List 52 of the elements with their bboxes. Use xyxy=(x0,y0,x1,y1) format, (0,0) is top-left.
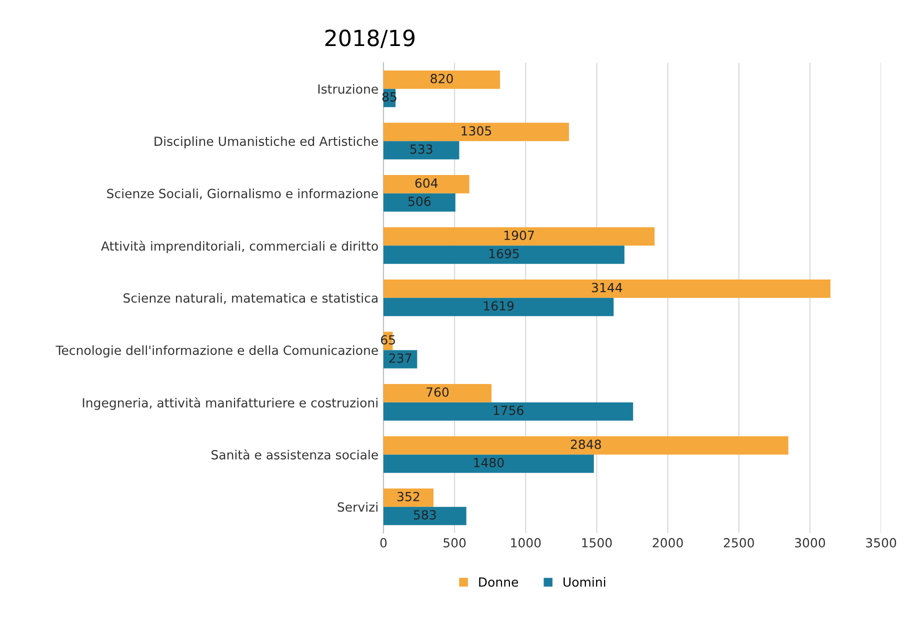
data-label: 820 xyxy=(430,74,453,84)
bar xyxy=(383,384,492,402)
data-label: 1619 xyxy=(484,301,514,311)
bar xyxy=(383,141,460,160)
data-label: 3144 xyxy=(592,282,622,292)
data-label: 604 xyxy=(415,178,438,188)
x-tick-label: 1500 xyxy=(582,538,612,548)
data-label: 1695 xyxy=(489,248,519,258)
bar xyxy=(383,70,500,89)
x-tick-label: 0 xyxy=(380,538,387,548)
y-tick-label: Scienze naturali, matematica e statistica xyxy=(124,293,378,304)
bar xyxy=(383,298,614,316)
data-label: 1907 xyxy=(504,230,534,240)
data-label: 1480 xyxy=(474,458,504,468)
bar xyxy=(383,350,418,368)
data-label: 1305 xyxy=(462,126,492,136)
x-tick-label: 500 xyxy=(444,538,466,548)
legend-label: Uomini xyxy=(564,577,606,587)
data-label: 760 xyxy=(426,387,449,397)
data-label: 506 xyxy=(408,196,431,206)
bar xyxy=(383,227,655,246)
y-tick-label: Discipline Umanistiche ed Artistiche xyxy=(154,136,378,148)
x-tick-label: 2000 xyxy=(652,538,683,548)
bar xyxy=(383,436,788,455)
x-tick-label: 2500 xyxy=(724,538,754,548)
data-label: 352 xyxy=(398,492,420,502)
bar xyxy=(383,122,569,142)
data-label: 1756 xyxy=(494,406,524,416)
legend-label: Donne xyxy=(479,578,518,587)
bar xyxy=(383,193,456,212)
bar xyxy=(383,402,634,421)
bar xyxy=(383,454,594,473)
y-tick-label: Tecnologie dell'informazione e della Comunicazione xyxy=(56,345,378,358)
y-tick-label: Scienze Sociali, Giornalismo e informazione xyxy=(107,188,378,200)
data-label: 2848 xyxy=(570,440,601,450)
data-label: 237 xyxy=(389,353,412,363)
bar xyxy=(383,175,470,194)
y-tick-label: Servizi xyxy=(338,502,378,512)
x-tick-label: 3500 xyxy=(866,538,896,548)
bar xyxy=(383,280,830,298)
y-tick-label: Ingegneria, attività manifatturiere e costruzioni xyxy=(82,397,378,410)
y-tick-label: Attività imprenditoriali, commerciali e diritto xyxy=(101,240,378,254)
chart-title: 2018/19 xyxy=(325,30,415,48)
bar xyxy=(383,246,624,264)
data-label: 583 xyxy=(414,510,436,520)
y-tick-label: Sanità e assistenza sociale xyxy=(212,449,378,460)
x-tick-label: 3000 xyxy=(795,538,826,548)
bar xyxy=(383,488,434,507)
y-tick-label: Istruzione xyxy=(318,84,378,94)
data-label: 533 xyxy=(410,144,432,154)
x-tick-label: 1000 xyxy=(511,538,541,548)
bar xyxy=(383,506,466,526)
